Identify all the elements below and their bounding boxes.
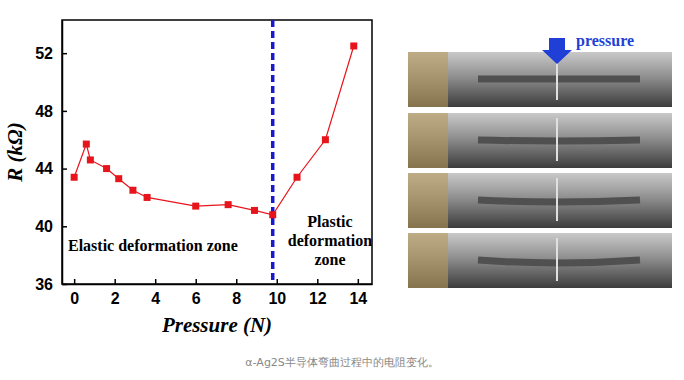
photo-pin xyxy=(556,178,558,221)
photo-panels xyxy=(408,38,672,288)
annotation: Elastic deformation zone xyxy=(68,237,238,254)
x-tick-mark xyxy=(277,279,279,284)
y-tick: 52 xyxy=(35,45,67,62)
data-point xyxy=(103,165,110,172)
data-point xyxy=(192,203,199,210)
photo-pin xyxy=(556,238,558,281)
chart: 0 2 4 6 8 10 12 14 36 40 44 48 52 Pressure (N) R (kΩ) E… xyxy=(0,0,684,380)
data-point xyxy=(129,187,136,194)
x-tick-label: 12 xyxy=(309,290,327,307)
x-tick: 0 xyxy=(70,279,79,307)
x-tick: 12 xyxy=(309,279,327,307)
annotation: zone xyxy=(314,251,345,268)
x-axis-title: Pressure (N) xyxy=(161,313,272,337)
data-point xyxy=(115,175,122,182)
y-axis-line xyxy=(62,21,64,285)
y-tick-label: 36 xyxy=(35,276,53,293)
y-tick: 40 xyxy=(35,218,67,235)
y-axis-title: R (kΩ) xyxy=(3,122,27,182)
x-tick: 4 xyxy=(151,279,160,307)
photo-pin xyxy=(556,118,558,161)
y-tick: 48 xyxy=(35,103,67,120)
x-tick-label: 14 xyxy=(349,290,367,307)
x-axis: 0 2 4 6 8 10 12 14 xyxy=(63,279,373,307)
y-tick-label: 44 xyxy=(35,160,53,177)
y-tick-label: 40 xyxy=(35,218,53,235)
x-axis-line xyxy=(63,284,373,286)
x-tick-label: 8 xyxy=(232,290,241,307)
photo-sample xyxy=(478,140,640,141)
x-tick-mark xyxy=(195,279,197,284)
x-tick: 6 xyxy=(192,279,201,307)
x-tick-label: 2 xyxy=(111,290,120,307)
photo-electrode xyxy=(408,233,448,288)
photo-panel xyxy=(408,173,672,228)
data-point xyxy=(269,211,276,218)
plot-frame xyxy=(62,20,372,284)
zone-divider xyxy=(271,20,275,284)
photo-electrode xyxy=(408,113,448,168)
x-tick-label: 0 xyxy=(70,290,79,307)
x-tick-mark xyxy=(236,279,238,284)
annotation: deformation xyxy=(288,232,373,249)
data-point xyxy=(225,201,232,208)
caption: α-Ag2S半导体弯曲过程中的电阻变化。 xyxy=(245,356,439,369)
photo-sample xyxy=(478,76,640,83)
y-tick-mark xyxy=(62,168,67,170)
photo-sample xyxy=(478,260,640,263)
photo-sample xyxy=(478,200,640,202)
data-point xyxy=(322,136,329,143)
data-point xyxy=(294,174,301,181)
y-tick-label: 48 xyxy=(35,103,53,120)
series-line xyxy=(74,46,354,215)
x-tick: 2 xyxy=(111,279,120,307)
y-tick-label: 52 xyxy=(35,45,53,62)
photo-panel xyxy=(408,113,672,168)
photo-electrode xyxy=(408,52,448,107)
x-tick-label: 4 xyxy=(151,290,160,307)
data-point xyxy=(71,174,78,181)
x-tick-label: 6 xyxy=(192,290,201,307)
x-tick-mark xyxy=(317,279,319,284)
photo-label: pressure xyxy=(576,32,634,50)
y-tick-mark xyxy=(62,284,67,286)
photo-electrode xyxy=(408,173,448,228)
x-tick-mark xyxy=(114,279,116,284)
y-tick-mark xyxy=(62,111,67,113)
x-tick-mark xyxy=(155,279,157,284)
y-tick: 36 xyxy=(35,276,67,293)
data-point xyxy=(144,194,151,201)
data-point xyxy=(251,207,258,214)
data-point xyxy=(87,156,94,163)
x-tick-mark xyxy=(74,279,76,284)
x-tick-mark xyxy=(358,279,360,284)
x-tick: 8 xyxy=(232,279,241,307)
photo-panel xyxy=(408,233,672,288)
data-point xyxy=(350,42,357,49)
photo-panel xyxy=(408,52,672,107)
data-point xyxy=(83,141,90,148)
x-tick-label: 10 xyxy=(268,290,286,307)
y-tick: 44 xyxy=(35,160,67,177)
y-axis: 36 40 44 48 52 xyxy=(35,21,67,293)
annotation: Plastic xyxy=(307,213,352,230)
y-tick-mark xyxy=(62,226,67,228)
x-tick: 14 xyxy=(349,279,367,307)
x-tick: 10 xyxy=(268,279,286,307)
pressure-arrow xyxy=(542,38,572,64)
y-tick-mark xyxy=(62,53,67,55)
